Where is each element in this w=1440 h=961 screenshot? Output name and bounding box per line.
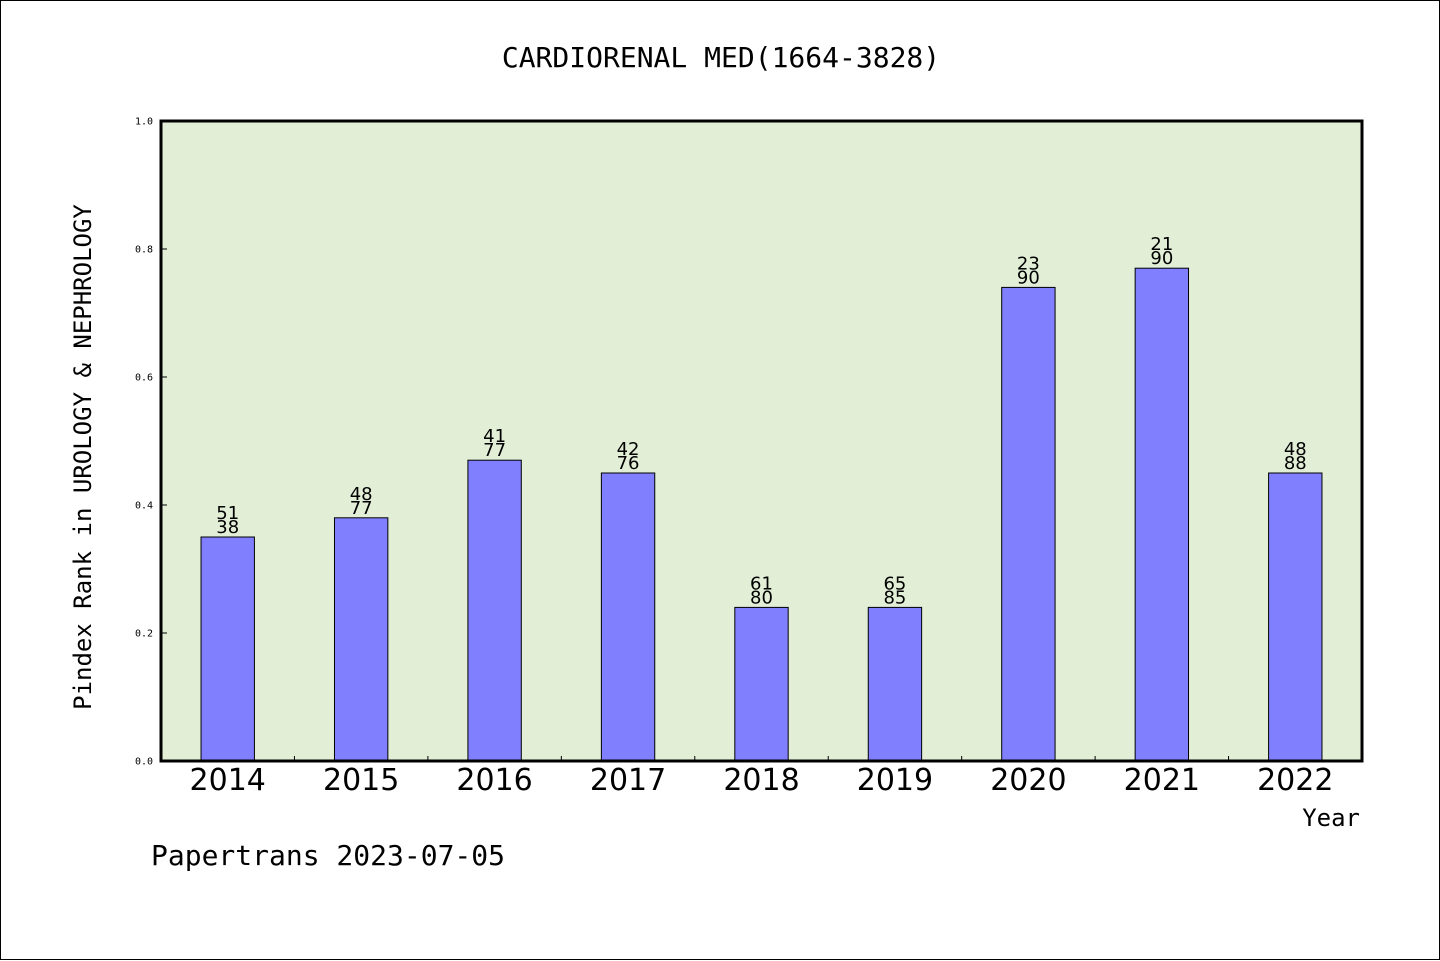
bar-2017 bbox=[600, 472, 656, 762]
footer-credit: Papertrans 2023-07-05 bbox=[151, 839, 505, 872]
bar-label-bottom-2015: 77 bbox=[350, 498, 373, 519]
y-tick-label-0.6: 0.6 bbox=[135, 373, 153, 384]
bar-label-top-2014: 51 bbox=[216, 503, 239, 524]
x-tick-label-2016: 2016 bbox=[456, 763, 532, 798]
bar-label-bottom-2018: 80 bbox=[750, 587, 773, 608]
x-tick-label-2017: 2017 bbox=[590, 763, 666, 798]
bar-2022 bbox=[1268, 472, 1323, 762]
x-tick-label-2020: 2020 bbox=[990, 763, 1066, 798]
x-tick-label-2014: 2014 bbox=[190, 763, 266, 798]
y-tick-label-0.2: 0.2 bbox=[135, 629, 153, 640]
x-tick-label-2015: 2015 bbox=[323, 763, 399, 798]
chart-title: CARDIORENAL MED(1664-3828) bbox=[502, 41, 940, 74]
y-tick-label-1.0: 1.0 bbox=[135, 117, 153, 128]
bars bbox=[200, 267, 1323, 762]
x-tick-label-2018: 2018 bbox=[723, 763, 799, 798]
bar-2020 bbox=[1001, 286, 1056, 762]
bar-label-bottom-2021: 90 bbox=[1150, 248, 1173, 269]
x-tick-label-2019: 2019 bbox=[857, 763, 933, 798]
bar-label-bottom-2019: 85 bbox=[883, 587, 906, 608]
bar-2018 bbox=[734, 606, 789, 762]
bar-2016 bbox=[467, 459, 522, 762]
plot-border bbox=[159, 119, 1364, 763]
bar-label-bottom-2016: 77 bbox=[483, 440, 506, 461]
bar-label-top-2020: 23 bbox=[1017, 253, 1040, 274]
bar-label-top-2021: 21 bbox=[1150, 234, 1173, 255]
bar-label-bottom-2017: 76 bbox=[617, 453, 640, 474]
bar-label-bottom-2020: 90 bbox=[1017, 267, 1040, 288]
bar-label-bottom-2014: 38 bbox=[216, 517, 239, 538]
bar-label-top-2022: 48 bbox=[1284, 439, 1307, 460]
bar-2021 bbox=[1134, 267, 1190, 762]
y-tick-label-0.4: 0.4 bbox=[135, 501, 153, 512]
y-tick-label-0.8: 0.8 bbox=[135, 245, 153, 256]
y-axis-label: Pindex Rank in UROLOGY & NEPHROLOGY bbox=[69, 204, 97, 710]
bar-label-top-2015: 48 bbox=[350, 484, 373, 505]
bar-2019 bbox=[867, 606, 923, 762]
bar-label-bottom-2022: 88 bbox=[1284, 453, 1307, 474]
bar-2014 bbox=[200, 536, 255, 762]
bar-label-top-2019: 65 bbox=[883, 573, 906, 594]
x-axis-label: Year bbox=[1302, 804, 1360, 832]
x-tick-label-2021: 2021 bbox=[1124, 763, 1200, 798]
bar-label-top-2018: 61 bbox=[750, 573, 773, 594]
bar-2015 bbox=[333, 517, 389, 762]
bar-label-top-2017: 42 bbox=[617, 439, 640, 460]
x-tick-label-2022: 2022 bbox=[1257, 763, 1333, 798]
x-axis-ticks: 2014 2015 2016 2017 2018 2019 2020 2021 2022 bbox=[190, 756, 1333, 798]
bar-label-top-2016: 41 bbox=[483, 426, 506, 447]
y-tick-label-0.0: 0.0 bbox=[135, 757, 153, 768]
